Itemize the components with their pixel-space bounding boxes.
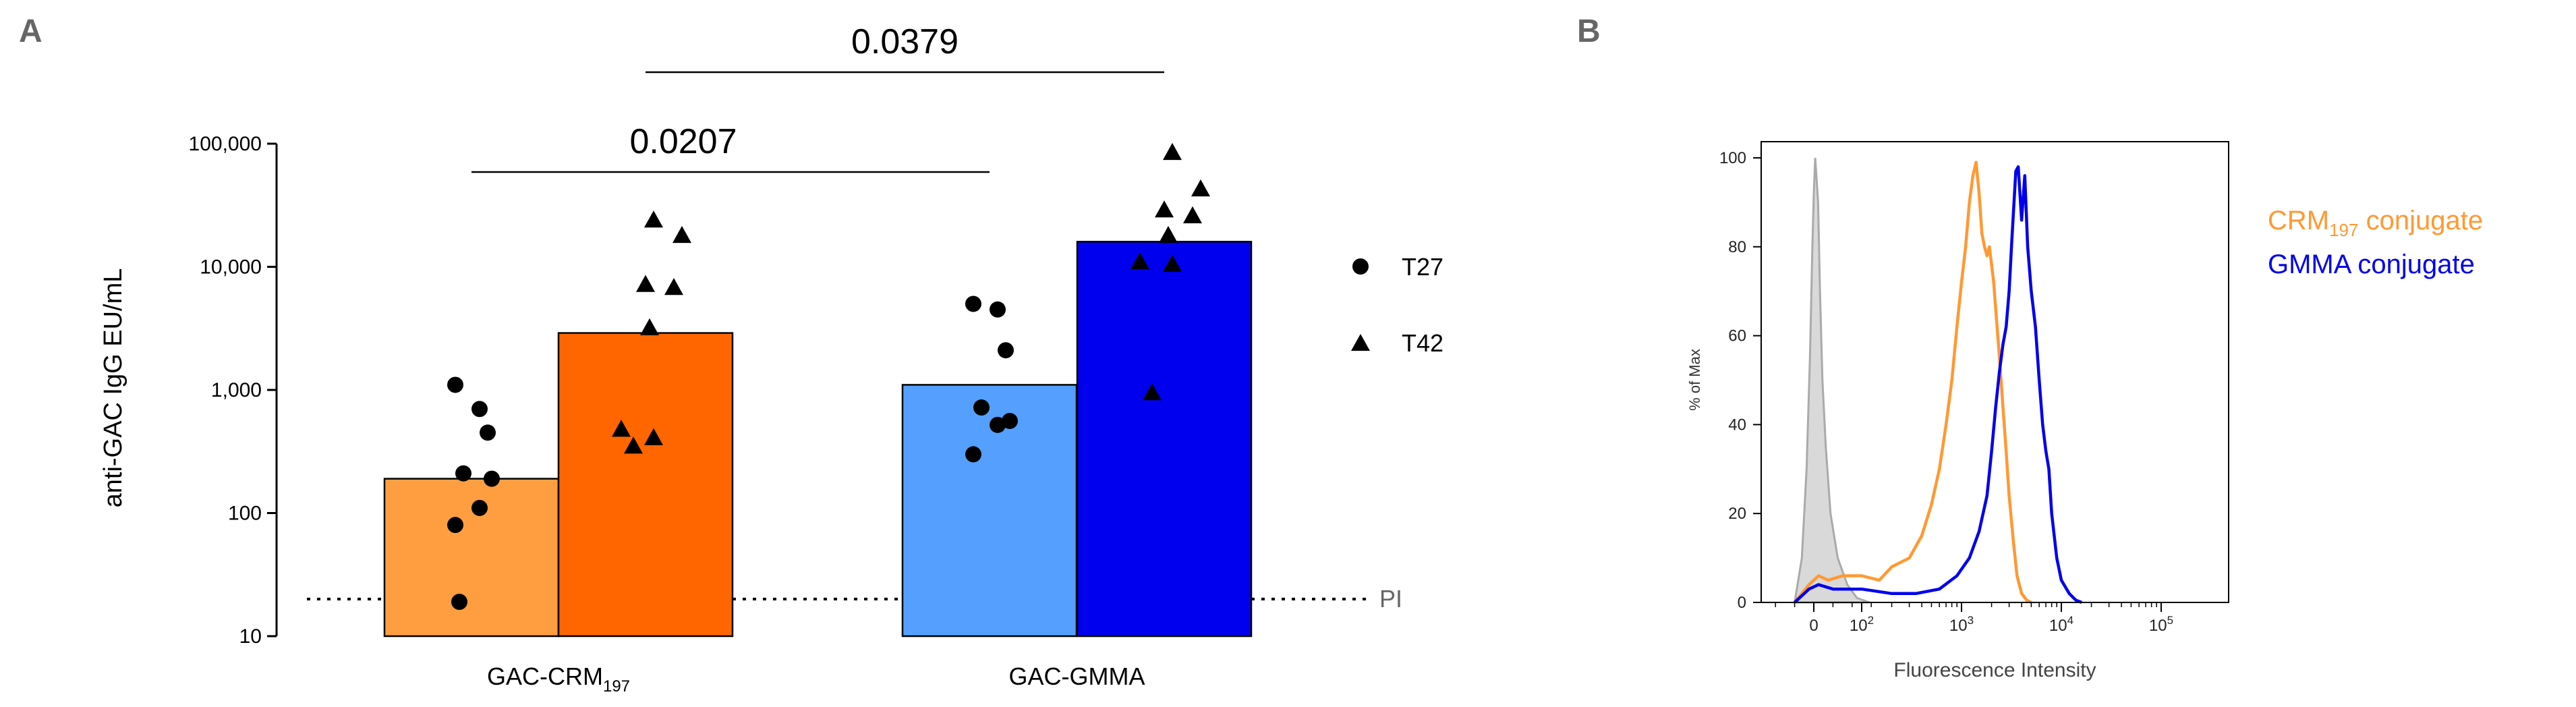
data-point-t27 <box>447 517 463 534</box>
data-point-t27 <box>990 416 1006 433</box>
histogram-curves <box>1793 157 2083 604</box>
legend-label-t27: T27 <box>1402 253 1443 281</box>
data-point-t27 <box>480 424 496 441</box>
b-x-tick-label: 104 <box>2049 614 2073 635</box>
data-point-t42 <box>672 225 691 244</box>
histogram-crm-curve <box>1793 161 2032 604</box>
bar-t27-gmma <box>901 384 1078 638</box>
data-point-t42 <box>624 436 643 454</box>
data-points <box>447 142 1210 611</box>
data-point-t27 <box>447 376 463 393</box>
b-y-axis-title: % of Max <box>1686 349 1703 411</box>
group-label-gmma: GAC-GMMA <box>1009 662 1145 690</box>
b-y-tick-label: 80 <box>1728 238 1746 256</box>
data-point-t27 <box>973 399 990 416</box>
legend-gmma-conjugate: GMMA conjugate <box>2268 250 2475 279</box>
b-x-tick-label: 102 <box>1850 614 1874 635</box>
bar-t42-gmma <box>1076 240 1253 638</box>
legend-crm-conjugate: CRM197 conjugate <box>2268 206 2483 240</box>
histogram-isotype-fill <box>1793 157 1870 604</box>
data-point-t42 <box>1191 179 1210 197</box>
b-plot-frame <box>1761 141 2229 603</box>
legend: T27 T42 <box>1351 253 1443 357</box>
panel-a-chart: anti-GAC IgG EU/mL 10 100 1,000 10,000 100,0… <box>99 22 1443 696</box>
group-label-crm-sub: 197 <box>603 677 630 696</box>
b-y-tick-label: 100 <box>1719 149 1746 167</box>
comparison-label-2: 0.0379 <box>851 22 958 61</box>
b-x-tick-label: 105 <box>2149 614 2173 635</box>
y-tick-label: 1,000 <box>211 379 262 401</box>
y-tick-label: 10 <box>239 625 262 648</box>
data-point-t42 <box>1183 206 1202 223</box>
data-point-t27 <box>455 465 471 482</box>
data-point-t27 <box>471 401 488 418</box>
data-point-t42 <box>664 278 683 295</box>
b-y-tick-label: 20 <box>1728 505 1746 523</box>
b-x-tick-label: 0 <box>1809 617 1818 635</box>
legend-marker-circle <box>1352 258 1369 275</box>
legend-crm-main: CRM <box>2268 206 2329 235</box>
data-point-t42 <box>636 275 655 292</box>
comparison-brackets: 0.0207 0.0379 <box>471 22 1164 173</box>
bar-t27-crm <box>383 478 560 638</box>
data-point-t27 <box>451 594 467 611</box>
b-y-tick-label: 0 <box>1738 594 1746 612</box>
bar-t42-crm <box>557 332 734 638</box>
data-point-t27 <box>965 446 981 463</box>
y-tick-label: 100 <box>228 503 262 525</box>
data-point-t42 <box>640 318 659 336</box>
legend-crm-tail: conjugate <box>2358 206 2483 235</box>
data-point-t42 <box>612 420 631 437</box>
legend-marker-triangle <box>1351 334 1370 351</box>
data-point-t42 <box>644 428 663 445</box>
comparison-label-1: 0.0207 <box>629 122 737 161</box>
group-label-crm: GAC-CRM197 <box>487 662 630 696</box>
b-legend: CRM197 conjugate GMMA conjugate <box>2268 206 2483 279</box>
y-tick-label: 100,000 <box>189 133 262 155</box>
b-x-axis: 0 102 103 104 105 <box>1775 602 2173 635</box>
b-x-tick-label: 103 <box>1949 614 1974 635</box>
panel-b-chart: % of Max 0 20 40 60 80 100 0 102 103 104 105 Fluo… <box>1686 141 2483 681</box>
data-point-t27 <box>1002 412 1018 429</box>
group-label-crm-main: GAC-CRM <box>487 662 603 690</box>
reference-line-label: PI <box>1379 585 1402 613</box>
legend-crm-sub: 197 <box>2329 220 2358 240</box>
y-tick-label: 10,000 <box>200 256 262 279</box>
b-x-axis-title: Fluorescence Intensity <box>1893 659 2096 681</box>
data-point-t27 <box>965 295 981 312</box>
panel-b-letter: B <box>1577 13 1601 49</box>
bar-series <box>383 240 1253 638</box>
reference-line: PI <box>307 585 1402 613</box>
data-point-t27 <box>998 342 1014 359</box>
data-point-t42 <box>1159 225 1178 244</box>
y-axis-title: anti-GAC IgG EU/mL <box>99 268 127 508</box>
data-point-t42 <box>1130 252 1149 270</box>
histogram-gmma-curve <box>1794 165 2083 604</box>
panel-a-letter: A <box>19 13 42 49</box>
b-y-tick-label: 60 <box>1728 327 1746 345</box>
b-y-tick-label: 40 <box>1728 416 1746 434</box>
data-point-t27 <box>990 301 1006 318</box>
b-y-axis: 0 20 40 60 80 100 <box>1719 149 1761 612</box>
data-point-t42 <box>1143 383 1162 401</box>
data-point-t42 <box>1163 254 1182 272</box>
data-point-t27 <box>484 470 500 487</box>
data-point-t42 <box>1163 142 1182 161</box>
data-point-t42 <box>1155 200 1174 218</box>
legend-label-t42: T42 <box>1402 329 1443 357</box>
data-point-t42 <box>644 210 663 228</box>
data-point-t27 <box>471 499 488 516</box>
x-axis-labels: GAC-CRM197 GAC-GMMA <box>487 662 1145 696</box>
y-axis: 10 100 1,000 10,000 100,000 <box>189 133 278 648</box>
